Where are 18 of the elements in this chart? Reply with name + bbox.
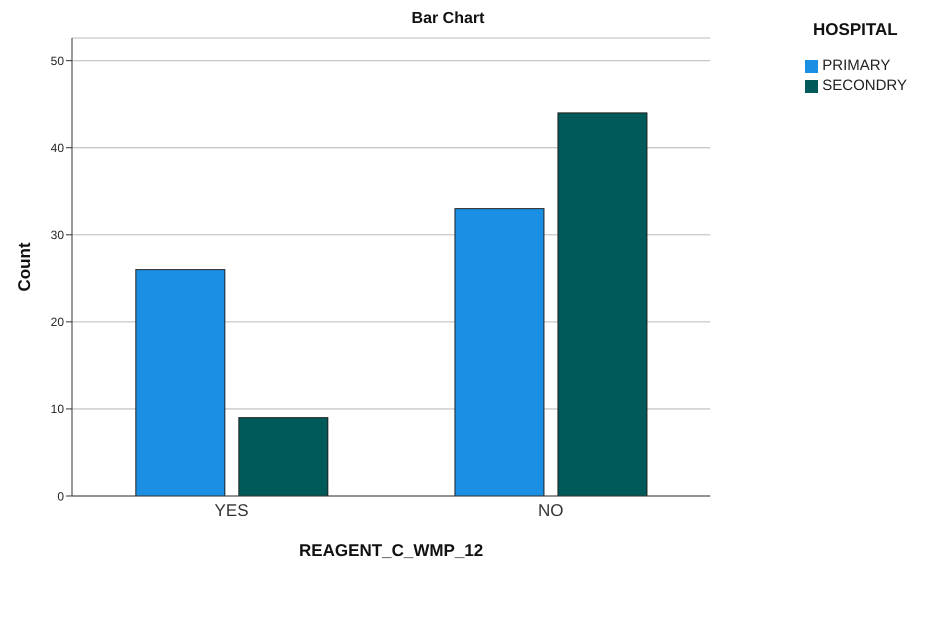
y-tick-label: 20 [50, 315, 64, 330]
y-tick-label: 50 [50, 54, 64, 68]
bar [135, 269, 226, 496]
x-tick-label: YES [214, 501, 249, 520]
y-tick-label: 30 [50, 228, 64, 242]
y-tick-label: 40 [50, 140, 64, 155]
x-axis-title: REAGENT_C_WMP_12 [299, 541, 484, 560]
chart-title: Bar Chart [412, 10, 484, 27]
legend-label: SECONDRY [822, 77, 907, 94]
y-tick-label: 10 [50, 402, 64, 416]
x-tick-label: NO [538, 501, 564, 520]
bar [238, 417, 328, 496]
legend-label: PRIMARY [822, 57, 890, 74]
y-axis-title: Count [15, 242, 34, 292]
bar [557, 112, 648, 496]
bar [454, 208, 544, 496]
legend-title: HOSPITAL [813, 20, 898, 40]
y-tick-label: 0 [57, 489, 64, 504]
